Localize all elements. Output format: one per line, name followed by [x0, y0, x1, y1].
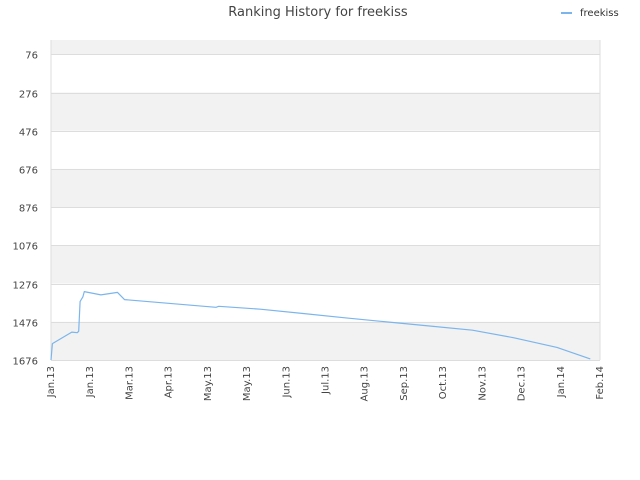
plot-band	[51, 92, 600, 131]
y-tick-label: 76	[25, 51, 38, 62]
chart-title: Ranking History for freekiss	[228, 5, 408, 20]
plot-band	[51, 321, 600, 360]
x-tick-label: Jan.13	[85, 366, 96, 398]
x-tick-label: Jul.13	[321, 366, 332, 395]
x-tick-label: May.13	[203, 366, 214, 401]
x-axis-ticks: Jan.13 Jan.13 Mar.13 Apr.13 May.13 May.13 Jun.…	[46, 366, 606, 401]
legend-label: freekiss	[580, 8, 619, 19]
x-tick-label: Jun.13	[281, 366, 292, 399]
x-tick-label: Feb.14	[595, 366, 606, 400]
y-tick-label: 676	[19, 166, 38, 177]
x-tick-label: Jan.14	[556, 366, 567, 398]
y-tick-label: 476	[19, 128, 38, 139]
plot-bands	[51, 40, 600, 360]
y-tick-label: 876	[19, 204, 38, 215]
x-tick-label: May.13	[242, 366, 253, 401]
series-line-freekiss[interactable]	[50, 291, 591, 361]
x-tick-label: Aug.13	[360, 366, 371, 401]
x-tick-label: Sep.13	[399, 366, 410, 401]
plot-band	[51, 40, 600, 55]
y-tick-label: 276	[19, 90, 38, 101]
gridlines	[50, 40, 601, 361]
y-tick-label: 1276	[13, 281, 38, 292]
x-tick-label: Jan.13	[46, 366, 57, 398]
legend[interactable]: freekiss	[561, 8, 619, 19]
x-tick-label: Mar.13	[124, 366, 135, 400]
x-tick-label: Nov.13	[477, 366, 488, 401]
x-tick-label: Dec.13	[517, 366, 528, 401]
y-tick-label: 1476	[13, 319, 38, 330]
x-tick-label: Apr.13	[164, 366, 175, 398]
plot-band	[51, 245, 600, 284]
y-tick-label: 1676	[13, 357, 38, 368]
x-tick-label: Oct.13	[438, 366, 449, 399]
series-layer	[50, 291, 591, 361]
y-tick-label: 1076	[13, 242, 38, 253]
plot-band	[51, 168, 600, 208]
y-axis-ticks: 76 276 476 676 876 1076 1276 1476 1676	[13, 51, 38, 368]
